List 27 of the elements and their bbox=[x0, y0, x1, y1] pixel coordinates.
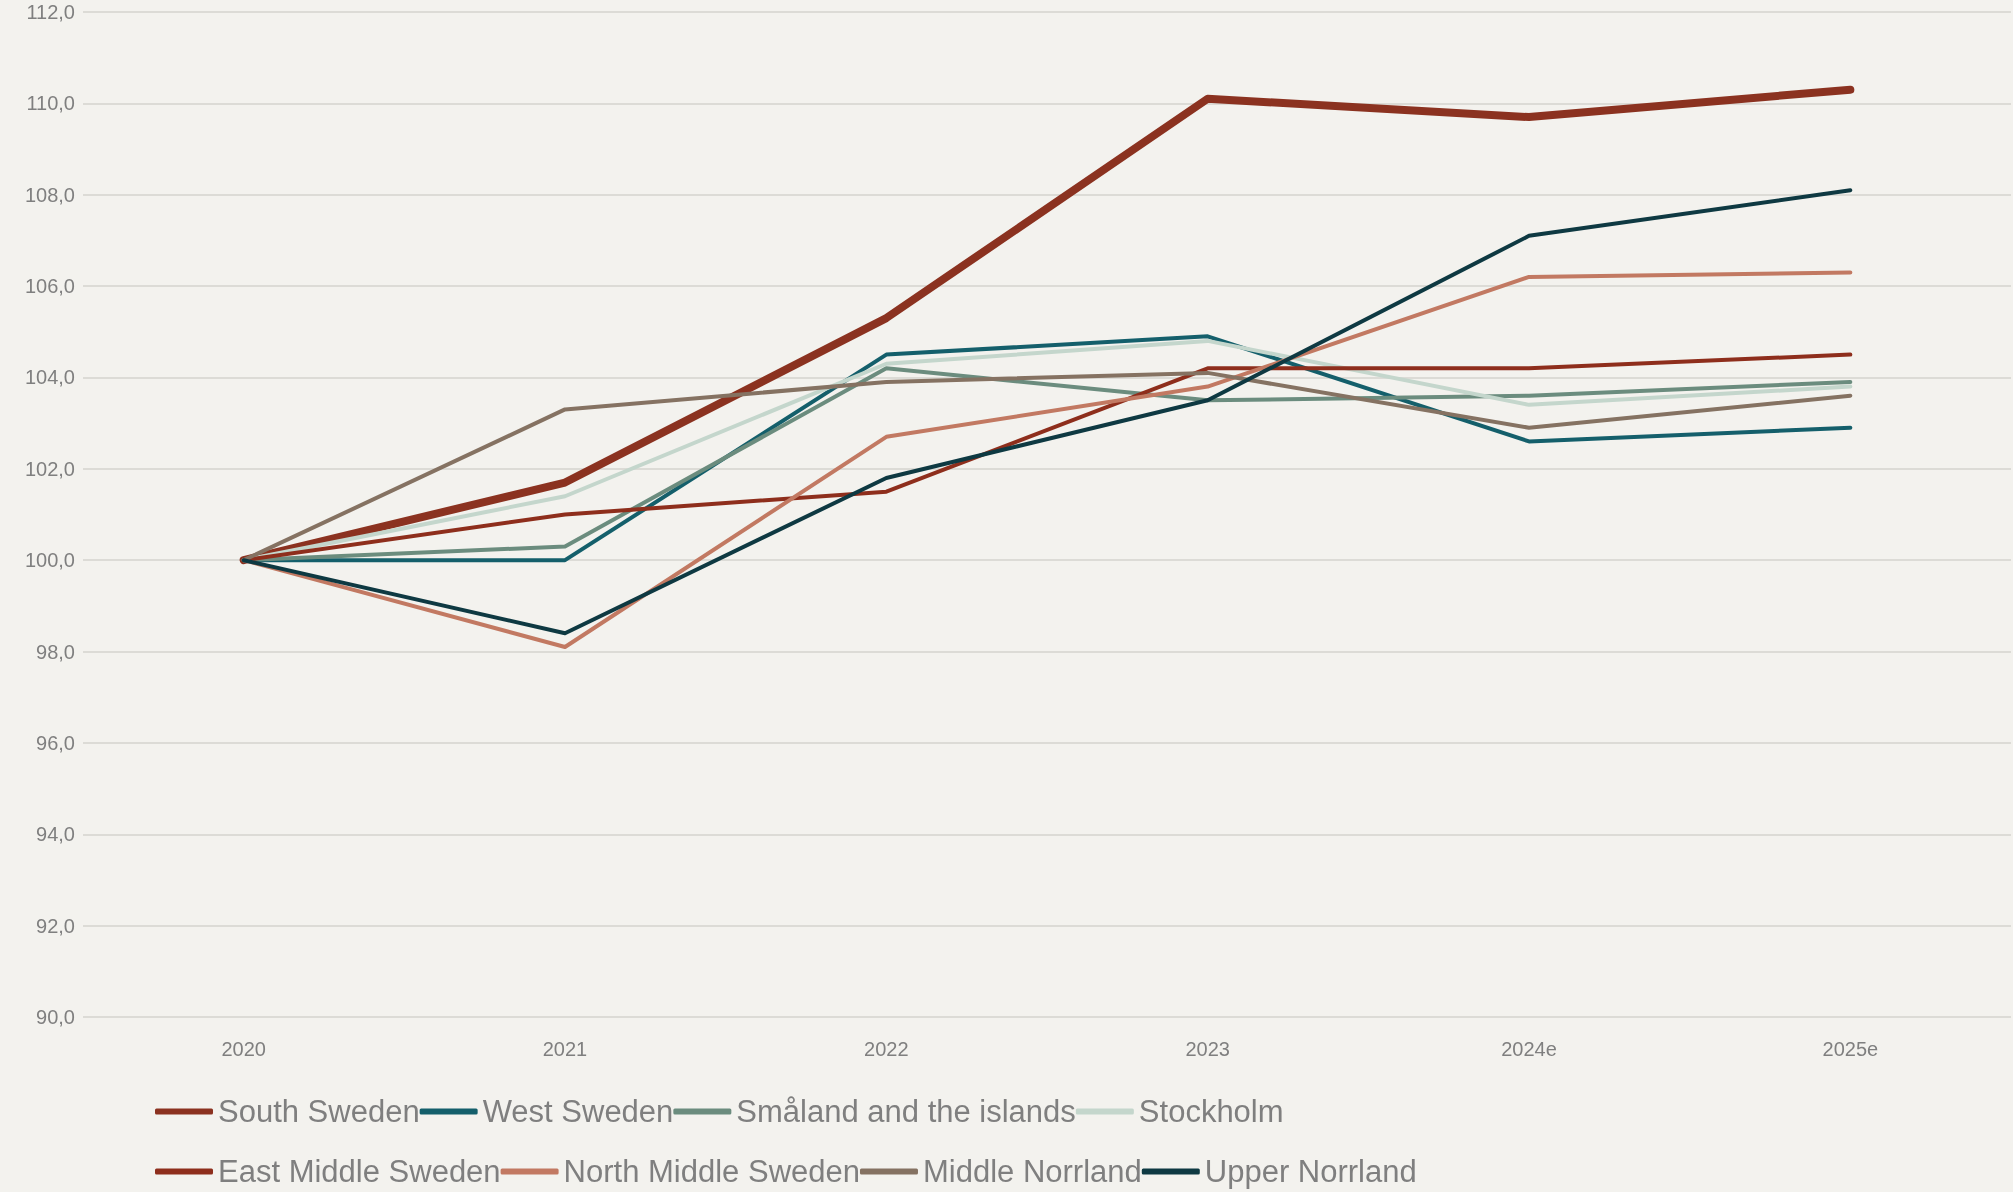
y-tick-label: 108,0 bbox=[24, 183, 75, 206]
y-tick-label: 94,0 bbox=[36, 823, 75, 846]
y-tick-label: 102,0 bbox=[24, 457, 75, 480]
x-tick-label: 2020 bbox=[221, 1038, 266, 1060]
line-series bbox=[241, 188, 1853, 636]
legend-label: South Sweden bbox=[218, 1094, 420, 1129]
y-tick-label: 100,0 bbox=[24, 549, 75, 572]
y-tick-label: 110,0 bbox=[26, 92, 75, 115]
legend-label: East Middle Sweden bbox=[218, 1154, 501, 1189]
x-tick-label: 2024e bbox=[1501, 1038, 1557, 1060]
legend-label: North Middle Sweden bbox=[563, 1154, 860, 1189]
legend-label: Middle Norrland bbox=[922, 1154, 1142, 1189]
x-tick-label: 2025e bbox=[1822, 1038, 1879, 1060]
y-tick-label: 92,0 bbox=[36, 914, 75, 937]
y-tick-label: 104,0 bbox=[24, 366, 75, 389]
y-tick-label: 98,0 bbox=[36, 640, 75, 663]
legend-label: Stockholm bbox=[1138, 1094, 1284, 1129]
x-tick-label: 2022 bbox=[864, 1038, 909, 1060]
legend-label: West Sweden bbox=[482, 1094, 674, 1129]
x-tick-label: 2023 bbox=[1185, 1038, 1230, 1060]
legend-label: Upper Norrland bbox=[1204, 1154, 1417, 1189]
y-tick-label: 106,0 bbox=[24, 275, 75, 298]
y-tick-label: 90,0 bbox=[36, 1006, 75, 1028]
y-tick-label: 112,0 bbox=[26, 1, 75, 23]
x-tick-label: 2021 bbox=[542, 1038, 588, 1060]
legend-label: Småland and the islands bbox=[736, 1094, 1076, 1129]
y-tick-label: 96,0 bbox=[36, 731, 75, 754]
